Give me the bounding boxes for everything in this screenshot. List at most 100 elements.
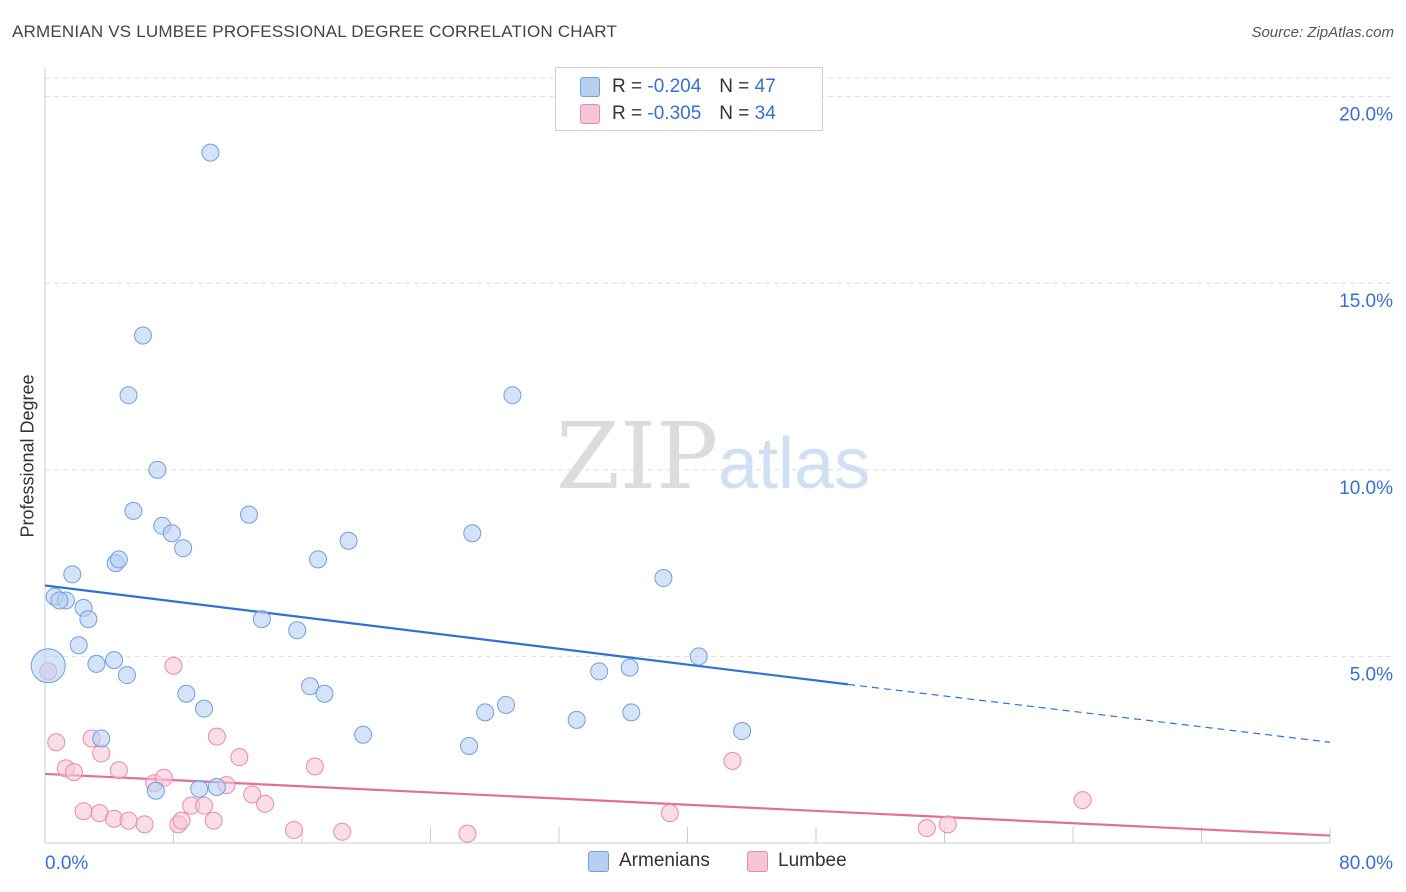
armenian-point [195,699,214,718]
armenian-point [567,710,586,729]
armenian-trend-extension [848,683,1331,743]
data-points [30,143,1092,843]
lumbee-point [256,794,275,813]
armenian-point [190,779,209,798]
watermark: ZIP atlas [556,403,870,510]
lumbee-point [74,802,93,821]
lumbee-point [119,811,138,830]
armenian-trend-line [44,584,849,686]
armenian-swatch [580,77,600,97]
armenian-point [354,725,373,744]
armenian-point [496,695,515,714]
correlation-legend: R = -0.204 N = 47 R = -0.305 N = 34 [555,67,823,131]
armenian-point [162,524,181,543]
lumbee-point [243,785,262,804]
lumbee-point [172,811,191,830]
armenian-point [63,565,82,584]
lumbee-point [109,761,128,780]
armenian-point [79,610,98,629]
armenian-point [733,722,752,741]
y-tick-label: 15.0% [1339,291,1393,312]
armenian-point [105,651,124,670]
lumbee-point [723,751,742,770]
legend-armenian-r-label: R = [612,76,643,97]
legend-row-armenian: R = -0.204 N = 47 [580,74,776,100]
lumbee-point [135,815,154,834]
chart-title: ARMENIAN VS LUMBEE PROFESSIONAL DEGREE C… [12,22,618,41]
lumbee-legend-swatch [747,850,768,872]
legend-lumbee-r-value: -0.305 [647,103,702,124]
armenian-point [503,386,522,405]
armenian-point [309,550,328,569]
armenian-point [119,386,138,405]
legend-row-lumbee: R = -0.305 N = 34 [580,101,776,127]
legend-lumbee-n-label: N = [719,103,750,124]
armenian-point [689,647,708,666]
armenian-point [207,778,226,797]
armenian-point [339,531,358,550]
lumbee-point [1073,791,1092,810]
legend-lumbee-n-value: 34 [754,103,776,124]
armenian-point [654,569,673,588]
x-tick-label: 80.0% [1339,853,1393,874]
armenian-point [301,677,320,696]
lumbee-point [164,656,183,675]
armenian-point [622,703,641,722]
bottom-legend-lumbee: Lumbee [747,850,847,872]
lumbee-trend-line [44,772,1331,837]
lumbee-point [458,824,477,843]
armenian-point [620,658,639,677]
lumbee-point [917,819,936,838]
lumbee-point [333,822,352,841]
armenian-point [92,729,111,748]
armenian-point [177,684,196,703]
armenian-point [117,666,136,685]
lumbee-legend-label: Lumbee [778,850,847,871]
trend-lines [44,584,1331,837]
lumbee-point [204,811,223,830]
y-tick-label: 5.0% [1350,664,1393,685]
x-tick-label: 0.0% [45,853,88,874]
y-axis-label: Professional Degree [17,374,38,538]
watermark-atlas: atlas [718,424,870,504]
armenians-legend-swatch [588,850,609,872]
lumbee-point [154,768,173,787]
armenian-point [174,539,193,558]
lumbee-point [305,757,324,776]
armenian-point [69,636,88,655]
grid [45,77,1392,657]
legend-lumbee-r-label: R = [612,103,643,124]
lumbee-point [64,763,83,782]
armenian-point [87,654,106,673]
y-tick-label: 10.0% [1339,478,1393,499]
lumbee-swatch [580,104,600,124]
legend-armenian-n-value: 47 [754,76,776,97]
tick-labels: 5.0% 10.0% 15.0% 20.0% 0.0% 80.0% [45,105,1393,874]
lumbee-point [938,815,957,834]
lumbee-point [660,804,679,823]
lumbee-point [47,733,66,752]
lumbee-point [230,748,249,767]
bottom-legend-armenians: Armenians [588,850,710,872]
legend-armenian-n-label: N = [719,76,750,97]
legend-armenian-r-value: -0.204 [647,76,702,97]
lumbee-point [207,727,226,746]
armenian-point [476,703,495,722]
armenian-point [463,524,482,543]
armenian-point [252,610,271,629]
armenian-point [133,326,152,345]
armenian-point [50,591,69,610]
lumbee-point [195,796,214,815]
lumbee-point [284,820,303,839]
armenian-point [288,621,307,640]
armenian-point [30,648,66,684]
armenian-point [109,550,128,569]
armenian-point [239,505,258,524]
source-label: Source: ZipAtlas.com [1251,24,1394,41]
armenian-point [460,736,479,755]
armenian-point [590,662,609,681]
armenian-point [148,460,167,479]
armenian-point [124,501,143,520]
armenian-point [315,684,334,703]
